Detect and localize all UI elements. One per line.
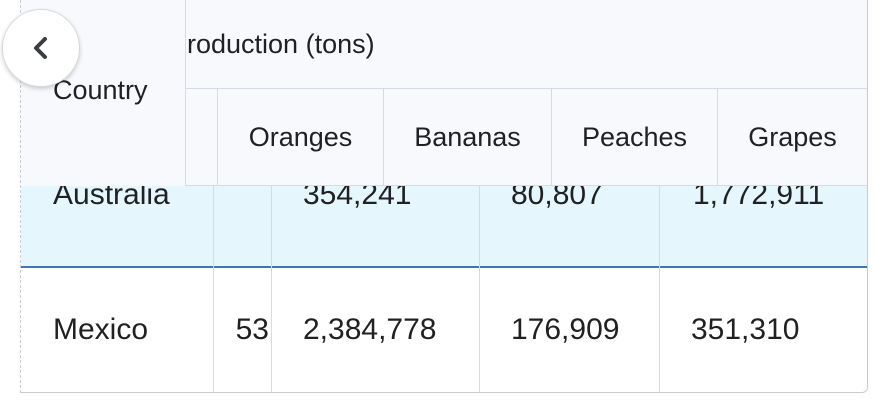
- cell-value: 53: [235, 313, 269, 346]
- column-header-label: Bananas: [414, 121, 521, 152]
- column-divider: [659, 186, 660, 392]
- table-header: roduction (tons) Oranges Bananas Peaches…: [21, 0, 867, 186]
- country-header-label-wrap: Country: [53, 72, 148, 108]
- group-header-label: roduction (tons): [187, 28, 375, 59]
- cell-value: 2,384,778: [303, 313, 437, 346]
- header-divider: [383, 88, 384, 186]
- header-divider: [717, 88, 718, 186]
- column-header-label: Oranges: [248, 121, 353, 152]
- table-row: Mexico 53 2,384,778 176,909 351,310: [21, 268, 867, 392]
- column-header-grapes[interactable]: Grapes: [718, 88, 867, 186]
- column-header-oranges[interactable]: Oranges: [218, 88, 383, 186]
- header-divider: [551, 88, 552, 186]
- cell-value: 176,909: [511, 313, 620, 346]
- row-country-cell: Mexico: [53, 268, 148, 392]
- column-header-label: Peaches: [581, 121, 688, 152]
- back-button[interactable]: [2, 9, 80, 87]
- header-divider: [185, 88, 867, 89]
- column-header-label: Grapes: [748, 121, 837, 152]
- partial-cell: 53: [215, 268, 269, 392]
- country-header-label: Country: [53, 74, 148, 105]
- data-table: Australia 354,241 80,807 1,772,911 Mexic…: [20, 0, 868, 393]
- group-header: roduction (tons): [185, 0, 867, 88]
- table-row: Australia 354,241 80,807 1,772,911: [21, 180, 867, 268]
- chevron-left-icon: [34, 37, 47, 59]
- column-divider: [479, 186, 480, 392]
- column-divider: [271, 186, 272, 392]
- bananas-cell: 176,909: [511, 268, 619, 392]
- column-header-peaches[interactable]: Peaches: [552, 88, 717, 186]
- column-divider: [213, 186, 214, 392]
- oranges-cell: 2,384,778: [303, 268, 436, 392]
- peaches-cell: 351,310: [691, 268, 799, 392]
- column-header-bananas[interactable]: Bananas: [384, 88, 551, 186]
- header-divider: [217, 88, 218, 186]
- cell-value: 351,310: [691, 313, 800, 346]
- country-name: Mexico: [53, 313, 149, 346]
